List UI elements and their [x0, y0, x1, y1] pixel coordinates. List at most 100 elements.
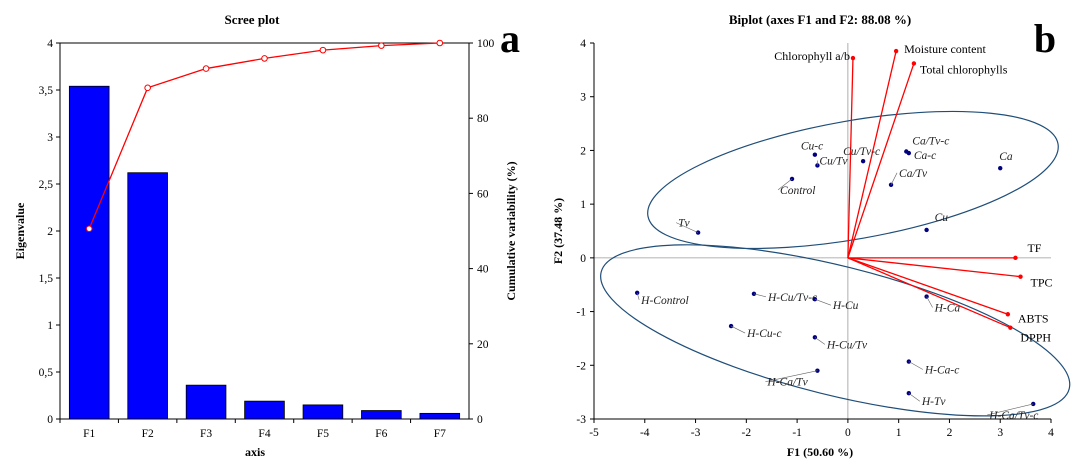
biplot-variable-tip [911, 61, 917, 66]
biplot-marks: -5 -4 -3 -2 -1 0 1 2 3 4 -3 -2 -1 0 1 2 3 4 Chlorophyll a/… [576, 38, 1071, 439]
scree-cumulative-point [319, 46, 327, 54]
scree-y-tick-label: 3 [47, 132, 53, 144]
scree-bar [302, 404, 344, 420]
scree-x-tick-label: F5 [317, 428, 329, 440]
scree-y2-tick-label: 80 [477, 113, 489, 125]
biplot-observation-label: Ca/Tv-c [912, 136, 949, 148]
biplot-variable-tip [1005, 312, 1011, 317]
biplot-observation-label: H-Ca [934, 303, 961, 315]
biplot-observation-label: H-Cu/Tv [826, 339, 868, 351]
biplot-y-tick-label: 0 [580, 253, 586, 265]
biplot-observation-label: Ca [999, 151, 1013, 163]
scree-x-tick-label: F3 [200, 428, 212, 440]
biplot-observation-label: Cu/Tv [819, 155, 848, 167]
biplot-observation-point [906, 150, 912, 156]
biplot-observation-label: H-Cu [832, 300, 859, 312]
scree-y-tick-label: 2 [47, 226, 53, 238]
biplot-variable-label: Chlorophyll a/b [774, 49, 850, 63]
biplot-x-tick-label: -3 [691, 427, 701, 439]
scree-y2-tick-label: 100 [477, 38, 495, 50]
biplot-observation-point [998, 165, 1003, 171]
biplot-variable-label: Total chlorophylls [920, 62, 1008, 76]
biplot-observation-leader [730, 325, 746, 334]
biplot-observation-label: H-Tv [921, 396, 947, 408]
biplot-variable-vector [847, 63, 915, 259]
biplot-y-tick-label: 2 [580, 145, 586, 157]
biplot-observation-label: H-Ca/Tv [766, 377, 808, 389]
scree-cumulative-point [144, 84, 151, 92]
scree-x-tick-label: F2 [142, 428, 154, 440]
scree-y-tick-label: 1 [47, 320, 53, 332]
biplot-variable-vector [847, 50, 897, 259]
biplot-variable-tip [850, 55, 856, 61]
biplot-variable-label: DPPH [1020, 331, 1051, 345]
biplot-variable-tip [1008, 325, 1013, 330]
biplot-y-tick-label: 1 [580, 199, 586, 211]
biplot-observation-leader [814, 337, 826, 345]
scree-x-tick-label: F1 [83, 428, 95, 440]
biplot-observation-leader [765, 370, 818, 382]
biplot-y-tick-label: -3 [576, 414, 586, 426]
scree-x-tick-label: F7 [434, 428, 446, 440]
scree-cumulative-point [85, 225, 93, 233]
biplot-observation-leader [753, 293, 767, 298]
biplot-x-tick-label: 1 [896, 427, 902, 439]
scree-bar [185, 384, 227, 420]
biplot-observation-leader [814, 298, 831, 306]
biplot-variable-label: ABTS [1018, 311, 1049, 325]
biplot-y-tick-label: 3 [580, 92, 586, 104]
scree-y-tick-label: 4 [47, 38, 53, 50]
biplot-observation-leader [908, 392, 920, 402]
biplot-y-axis-label: F2 (37.48 %) [551, 198, 565, 264]
biplot: Biplot (axes F1 and F2: 88.08 %) b F1 (5… [551, 12, 1071, 459]
biplot-group-ellipse [647, 110, 1059, 250]
biplot-x-axis-label: F1 (50.60 %) [787, 445, 853, 459]
scree-y-tick-label: 0 [47, 414, 53, 426]
biplot-observation-label: Cu-c [801, 141, 823, 153]
scree-y-tick-label: 1,5 [39, 273, 54, 285]
biplot-variable-label: TPC [1031, 276, 1053, 290]
biplot-x-tick-label: 3 [997, 427, 1003, 439]
biplot-observation-point [812, 335, 818, 340]
biplot-observation-leader [636, 292, 640, 300]
biplot-variable-tip [1018, 274, 1023, 279]
scree-y-tick-label: 3,5 [39, 85, 54, 97]
biplot-observation-label: Ca/Tv [899, 168, 928, 180]
biplot-x-tick-label: -1 [792, 427, 802, 439]
scree-y2-tick-label: 20 [477, 339, 489, 351]
biplot-y-tick-label: 4 [580, 38, 586, 50]
panel-letter-a: a [500, 16, 520, 61]
biplot-x-tick-label: -2 [742, 427, 752, 439]
scree-cumulative-point [202, 65, 210, 72]
biplot-group-ellipse [600, 244, 1071, 417]
biplot-observation-point [924, 227, 929, 233]
scree-bar [361, 410, 402, 420]
scree-bar [127, 172, 168, 420]
biplot-x-tick-label: 0 [845, 427, 851, 439]
biplot-variable-label: TF [1027, 241, 1041, 255]
biplot-observation-label: Cu/Tv-c [843, 146, 880, 158]
biplot-x-tick-label: -4 [640, 427, 650, 439]
biplot-x-tick-label: -5 [589, 427, 599, 439]
scree-x-axis-label: axis [245, 445, 265, 459]
biplot-observation-label: Tv [678, 218, 690, 230]
scree-x-tick-label: F4 [258, 428, 270, 440]
scree-plot: Scree plot a axis Eigenvalue Cumulative … [13, 12, 520, 459]
scree-y2-tick-label: 0 [477, 414, 483, 426]
biplot-x-tick-label: 4 [1048, 427, 1054, 439]
biplot-observation-point [1031, 401, 1036, 407]
biplot-observation-label: Cu [935, 212, 949, 224]
biplot-variable-tip [1013, 255, 1018, 261]
biplot-x-tick-label: 2 [947, 427, 953, 439]
biplot-observation-point [906, 391, 912, 396]
scree-bar [244, 400, 285, 420]
biplot-observation-leader [777, 178, 793, 191]
biplot-observation-point [812, 152, 818, 157]
scree-y-tick-label: 0,5 [39, 367, 54, 379]
scree-cumulative-point [436, 39, 444, 47]
scree-cumulative-point [378, 42, 385, 49]
biplot-variable-vector [847, 257, 1021, 278]
biplot-observation-leader [675, 222, 699, 233]
biplot-observation-point [815, 368, 820, 373]
scree-bar [68, 85, 110, 420]
